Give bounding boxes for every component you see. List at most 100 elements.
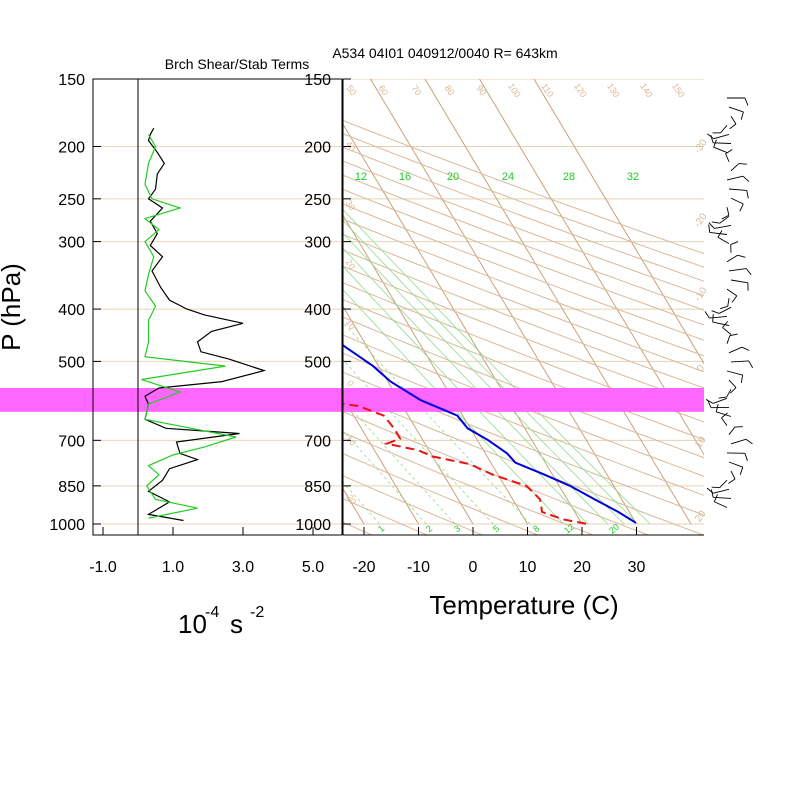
- wind-barb-flag: [729, 123, 737, 130]
- isotherm-label-right: -30: [692, 137, 710, 156]
- temperature-tick-label: 10: [519, 559, 537, 576]
- wind-barb-flag: [718, 396, 727, 399]
- wind-barb-shaft: [728, 188, 747, 191]
- wind-barb-flag: [710, 134, 714, 143]
- isotherm: [343, 305, 474, 525]
- wind-barb-shaft: [712, 321, 730, 326]
- wind-barb-flag: [728, 478, 736, 484]
- wind-barb: [705, 397, 728, 404]
- pressure-gridlines-left: [93, 79, 342, 525]
- shear-term-line: [144, 127, 267, 522]
- wind-barb-flag: [719, 305, 728, 310]
- wind-barb-flag: [707, 400, 712, 408]
- temperature-tick-label: -20: [352, 559, 375, 576]
- temperature-profile: [343, 343, 637, 524]
- shear-stability-title: Brch Shear/Stab Terms: [165, 56, 309, 72]
- wind-barb-flag: [710, 489, 714, 498]
- wind-barb-shaft: [713, 488, 730, 494]
- pressure-tick-label: 200: [58, 139, 85, 156]
- wind-barb: [704, 311, 728, 319]
- wind-barb: [730, 197, 744, 212]
- wind-barb: [726, 370, 744, 384]
- highlight-band-right: [343, 387, 704, 412]
- dry-adiabat-label: 150: [670, 81, 687, 99]
- pressure-tick-label: 200: [304, 139, 331, 156]
- wind-barb-flag: [711, 221, 720, 224]
- skew-t-panel: 50 60 70 80 90 100 110 120 130 140 150-30-20-10010…: [0, 45, 710, 620]
- wind-barb: [725, 149, 733, 162]
- wind-barb-shaft: [726, 335, 731, 344]
- wind-barb-shaft: [730, 115, 737, 125]
- wind-barb: [712, 125, 728, 134]
- isotherm: [0, 79, 201, 524]
- mixing-ratio-label: 16: [399, 171, 411, 183]
- isotherm-label-left: 0: [345, 378, 356, 388]
- unit-base-exponent: -4: [205, 604, 219, 621]
- wind-barb: [728, 268, 752, 276]
- wind-barb-shaft: [730, 163, 740, 172]
- wind-barb: [706, 487, 730, 494]
- mixing-ratio-line: [343, 481, 380, 525]
- wind-barb: [728, 188, 749, 199]
- wind-barb-flag: [717, 230, 723, 238]
- wind-barb-flag: [740, 374, 744, 384]
- isotherm: [370, 79, 637, 525]
- wind-barb-shaft: [722, 327, 732, 335]
- wind-barb-flag: [713, 139, 717, 148]
- dry-adiabat-label: 120: [572, 81, 589, 99]
- wind-barb-flag: [711, 310, 720, 314]
- isotherm: [479, 79, 704, 456]
- wind-barb: [728, 461, 744, 475]
- isotherm-label-left: 20: [343, 257, 357, 271]
- isotherm-label-right: 0: [695, 363, 707, 374]
- dry-adiabat-label: 100: [506, 81, 523, 99]
- wind-barb-flag: [741, 346, 750, 351]
- wind-barb-flag: [721, 412, 728, 419]
- wind-barb-shaft: [726, 254, 738, 263]
- wind-barb-shaft: [725, 153, 730, 162]
- wind-barb-shaft: [720, 125, 728, 134]
- dry-adiabat-label: 140: [638, 81, 655, 99]
- wind-barb-shaft: [728, 106, 744, 113]
- wind-barb: [717, 230, 730, 244]
- wind-barb: [710, 134, 732, 144]
- dry-adiabat: [343, 453, 539, 535]
- wind-barb-flag: [712, 314, 714, 323]
- wind-barb-flag: [739, 467, 744, 475]
- mixing-ratio-label: 20: [447, 171, 459, 183]
- isotherm: [343, 396, 419, 525]
- wind-barb-shaft: [728, 426, 736, 435]
- wind-barb: [728, 379, 737, 394]
- mixing-ratio-label: 24: [502, 171, 514, 183]
- mixing-ratio-label: 28: [563, 171, 575, 183]
- mixing-ratio-line: [343, 398, 456, 525]
- wind-barb: [728, 470, 736, 484]
- wind-barb-shaft: [713, 146, 728, 154]
- wind-barb: [728, 346, 750, 354]
- wind-barb-shaft: [714, 224, 732, 229]
- pressure-axis-label: P (hPa): [0, 263, 26, 351]
- wind-barb: [719, 298, 730, 310]
- temperature-axis-ticks: -20 -10 0 10 20 30: [352, 527, 646, 576]
- temperature-tick-label: -10: [407, 559, 430, 576]
- pressure-tick-label: 700: [58, 433, 85, 450]
- wind-barb-flag: [713, 494, 718, 502]
- temperature-axis-label: Temperature (C): [429, 590, 618, 620]
- wind-barb: [711, 306, 732, 314]
- wind-barb-shaft: [713, 142, 732, 144]
- wind-barb: [708, 224, 728, 235]
- wind-barb-flag: [708, 224, 711, 233]
- wind-barb-flag: [730, 241, 739, 246]
- temperature-tick-label: 20: [573, 559, 591, 576]
- dry-adiabat: [343, 233, 704, 373]
- wind-barb: [730, 438, 753, 445]
- wind-barb-shaft: [728, 346, 743, 354]
- shear-tick-label: -1.0: [89, 559, 117, 576]
- wind-barb-shaft: [728, 268, 747, 272]
- wind-barb-flag: [721, 214, 730, 220]
- isotherm-label-right: 20: [693, 508, 709, 524]
- mixing-ratio-label-bottom: 12: [562, 522, 576, 536]
- pressure-tick-label: 400: [58, 302, 85, 319]
- wind-barb-flag: [704, 311, 710, 319]
